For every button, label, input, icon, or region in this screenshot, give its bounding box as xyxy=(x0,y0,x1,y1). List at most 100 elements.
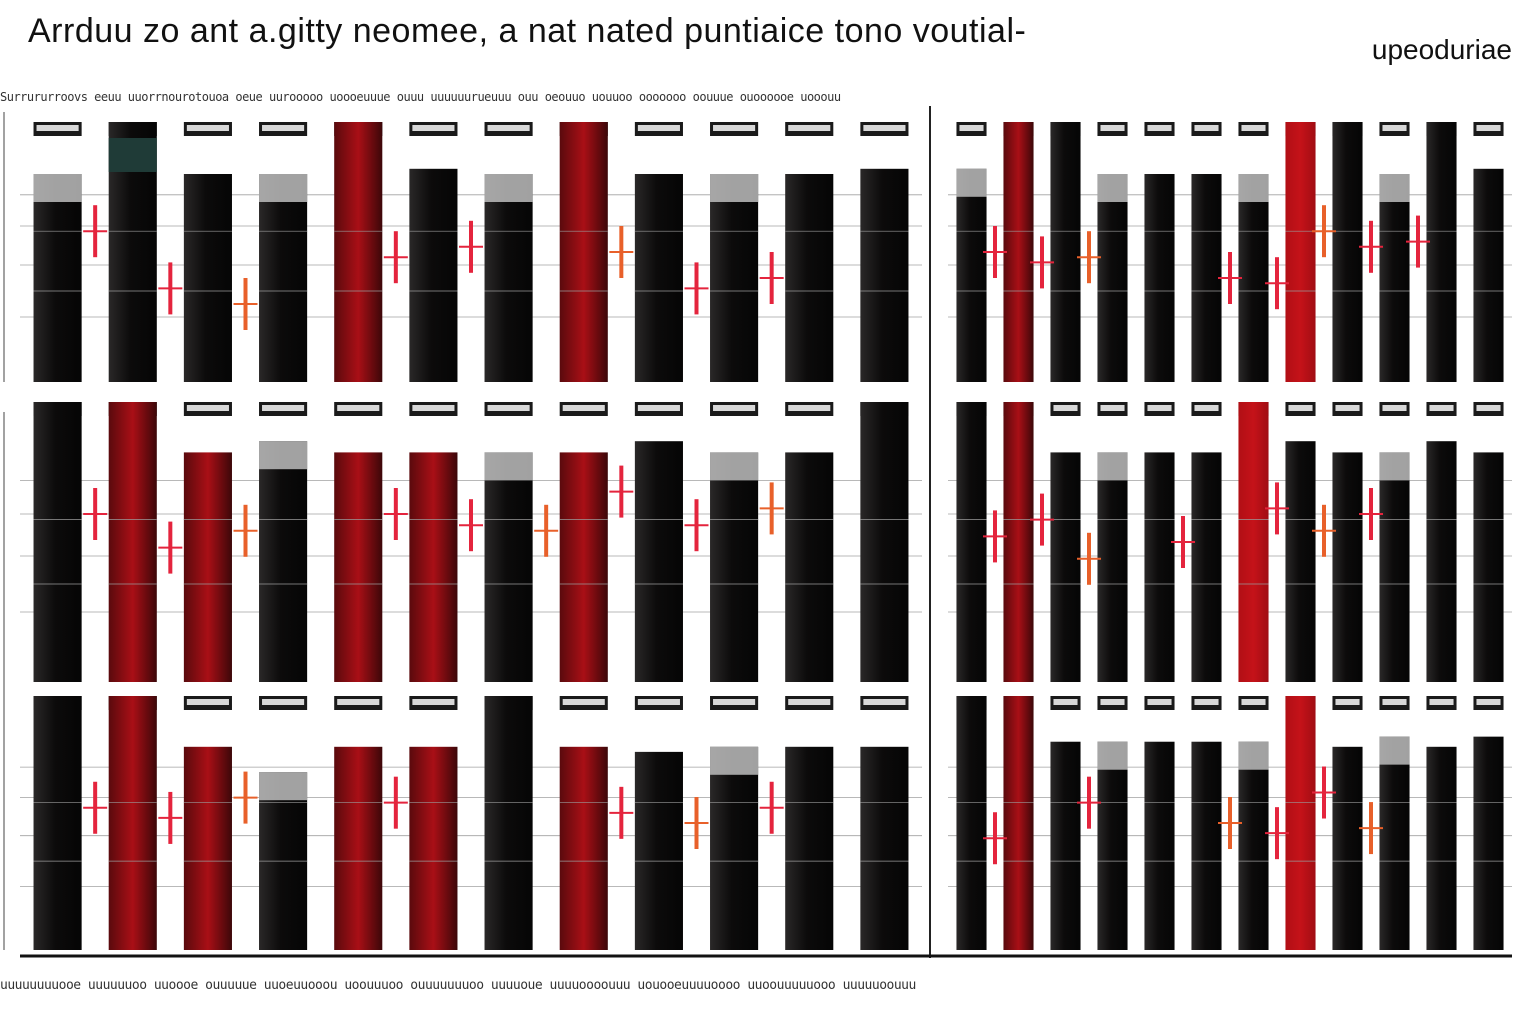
header-tab-inner-p4-4 xyxy=(1100,405,1125,411)
header-tab-inner-p4-10 xyxy=(1382,405,1407,411)
header-tab-inner-p5-9 xyxy=(637,699,680,705)
bar-cap-p2-1 xyxy=(956,168,987,197)
bar-p2-4 xyxy=(1097,174,1128,382)
bar-p2-12 xyxy=(1473,168,1504,382)
bar-p3-8 xyxy=(559,452,608,682)
bar-p3-6 xyxy=(409,452,458,682)
bar-p5-7 xyxy=(484,696,533,950)
header-tab-inner-p1-10 xyxy=(713,125,756,131)
header-tab-inner-p5-4 xyxy=(262,699,305,705)
header-tab-inner-p1-3 xyxy=(186,125,229,131)
bar-cap-p5-4 xyxy=(259,772,308,801)
bar-p5-9 xyxy=(634,751,683,950)
page-title: Arrduu zo ant a.gitty neomee, a nat nate… xyxy=(28,12,1027,50)
bar-p4-11 xyxy=(1426,441,1457,682)
bar-p6-10 xyxy=(1379,736,1410,950)
bar-p6-4 xyxy=(1097,741,1128,950)
bar-cap-p6-7 xyxy=(1238,741,1269,770)
bar-p3-3 xyxy=(183,452,232,682)
header-tab-inner-p1-9 xyxy=(637,125,680,131)
bar-p1-3 xyxy=(183,174,232,382)
header-tab-inner-p2-4 xyxy=(1100,125,1125,131)
header-tab-inner-p4-9 xyxy=(1335,405,1360,411)
header-tab-inner-p1-4 xyxy=(262,125,305,131)
bar-p5-2 xyxy=(108,696,157,950)
header-tab-inner-p6-7 xyxy=(1241,699,1266,705)
header-tab-inner-p3-10 xyxy=(713,405,756,411)
header-tab-inner-p3-3 xyxy=(186,405,229,411)
bar-cap-p1-4 xyxy=(259,174,308,202)
header-tab-inner-p6-6 xyxy=(1194,699,1219,705)
bar-cap-p1-7 xyxy=(484,174,533,202)
header-tab-inner-p2-7 xyxy=(1241,125,1266,131)
bar-p1-6 xyxy=(409,168,458,382)
header-tab-inner-p6-5 xyxy=(1147,699,1172,705)
bar-p2-5 xyxy=(1144,174,1175,382)
bar-p2-10 xyxy=(1379,174,1410,382)
bar-p3-1 xyxy=(33,402,82,682)
bar-p4-7 xyxy=(1238,402,1269,682)
header-tab-inner-p4-11 xyxy=(1429,405,1454,411)
header-tab-inner-p5-12 xyxy=(863,699,906,705)
bar-p6-11 xyxy=(1426,746,1457,950)
top-axis-text: Surrururroovs eeuu uuorrnourotouoa oeue … xyxy=(0,90,841,104)
bar-p6-8 xyxy=(1285,696,1316,950)
bar-p4-10 xyxy=(1379,452,1410,682)
bar-p3-12 xyxy=(860,402,909,682)
header-tab-inner-p2-6 xyxy=(1194,125,1219,131)
bar-p5-1 xyxy=(33,696,82,950)
bar-p3-10 xyxy=(710,452,759,682)
header-tab-inner-p3-4 xyxy=(262,405,305,411)
bar-cap-p2-7 xyxy=(1238,174,1269,202)
bar-cap-p2-10 xyxy=(1379,174,1410,202)
header-tab-inner-p2-5 xyxy=(1147,125,1172,131)
bar-p2-6 xyxy=(1191,174,1222,382)
header-tab-inner-p3-11 xyxy=(788,405,831,411)
bar-p1-5 xyxy=(334,122,383,382)
bar-p3-11 xyxy=(785,452,834,682)
header-tab-inner-p2-1 xyxy=(959,125,984,131)
header-tab-inner-p4-5 xyxy=(1147,405,1172,411)
bar-tint-p1-2 xyxy=(108,138,157,172)
header-tab-inner-p3-9 xyxy=(637,405,680,411)
bar-p6-1 xyxy=(956,696,987,950)
header-tab-inner-p6-4 xyxy=(1100,699,1125,705)
bar-p2-7 xyxy=(1238,174,1269,382)
bar-p3-5 xyxy=(334,452,383,682)
bar-p4-5 xyxy=(1144,452,1175,682)
bar-cap-p1-1 xyxy=(33,174,82,202)
header-tab-inner-p3-8 xyxy=(562,405,605,411)
header-tab-inner-p4-6 xyxy=(1194,405,1219,411)
bar-p5-10 xyxy=(710,746,759,950)
bar-p1-10 xyxy=(710,174,759,382)
bar-p4-4 xyxy=(1097,452,1128,682)
bar-p4-1 xyxy=(956,402,987,682)
bar-p2-11 xyxy=(1426,122,1457,382)
header-tab-inner-p3-7 xyxy=(487,405,530,411)
bar-p2-9 xyxy=(1332,122,1363,382)
bar-cap-p4-4 xyxy=(1097,452,1128,481)
bar-p1-1 xyxy=(33,174,82,382)
header-tab-inner-p5-3 xyxy=(186,699,229,705)
header-tab-inner-p1-7 xyxy=(487,125,530,131)
bar-cap-p6-10 xyxy=(1379,736,1410,765)
bar-p5-6 xyxy=(409,746,458,950)
header-tab-inner-p6-3 xyxy=(1053,699,1078,705)
header-tab-inner-p6-9 xyxy=(1335,699,1360,705)
bar-p4-8 xyxy=(1285,441,1316,682)
header-tab-inner-p4-8 xyxy=(1288,405,1313,411)
chart xyxy=(3,106,1512,958)
header-tab-inner-p2-12 xyxy=(1476,125,1501,131)
bar-cap-p3-7 xyxy=(484,452,533,481)
bar-p1-11 xyxy=(785,174,834,382)
bar-p1-4 xyxy=(259,174,308,382)
bar-p4-12 xyxy=(1473,452,1504,682)
header-tab-inner-p5-5 xyxy=(337,699,380,705)
bar-p6-2 xyxy=(1003,696,1034,950)
bar-cap-p5-10 xyxy=(710,746,759,775)
header-tab-inner-p1-1 xyxy=(36,125,79,131)
header-tab-inner-p1-12 xyxy=(863,125,906,131)
bar-p3-4 xyxy=(259,441,308,682)
bar-p6-9 xyxy=(1332,746,1363,950)
bar-p1-9 xyxy=(634,174,683,382)
